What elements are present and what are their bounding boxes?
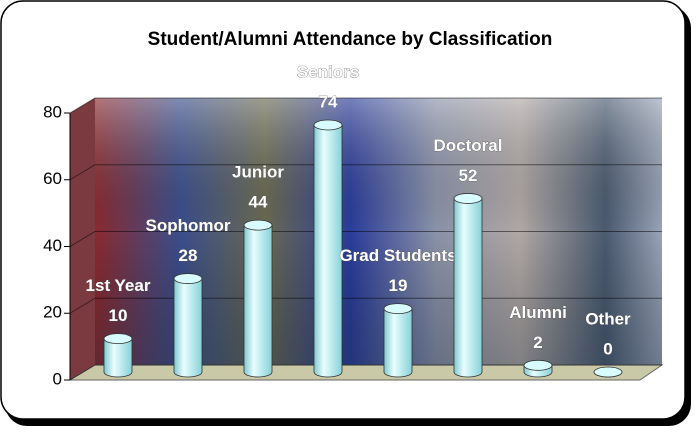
bar-cap [314,120,342,130]
data-label: 19 [389,276,408,295]
bar [174,279,202,377]
data-label: 28 [179,246,198,265]
y-tick-label: 0 [53,369,62,388]
bar-cap [384,304,412,314]
data-label: 52 [459,166,478,185]
data-label: 74 [319,93,338,112]
bar [244,225,272,377]
data-label-category: Other [585,309,631,328]
data-label: 44 [249,193,268,212]
data-label: 10 [109,306,128,325]
y-tick-label: 80 [43,102,62,121]
data-label-category: Doctoral [434,136,503,155]
data-label-category: Alumni [509,303,567,322]
bar-cap [174,274,202,284]
data-label-category: Junior [232,163,284,182]
data-label-category: 1st Year [86,276,151,295]
page: {"chart_data": {"type": "bar", "title": … [0,0,697,430]
bar [314,125,342,377]
bar-cap [524,360,552,370]
bar-cap [244,220,272,230]
data-label-category: Seniors [297,63,359,82]
plot-floor [70,365,662,380]
y-tick-label: 20 [43,303,62,322]
bar-cap [454,193,482,203]
chart-title: Student/Alumni Attendance by Classificat… [148,29,553,50]
data-label-category: Sophomor [146,216,231,235]
y-tick-label: 60 [43,169,62,188]
bar-cap [104,334,132,344]
chart: Student/Alumni Attendance by Classificat… [0,0,697,430]
bar [454,198,482,377]
data-label: 2 [533,333,542,352]
bar [384,309,412,377]
data-label-category: Grad Students [339,246,456,265]
bar [104,339,132,377]
bar-cap [594,367,622,377]
y-tick-label: 40 [43,236,62,255]
data-label: 0 [603,339,612,358]
